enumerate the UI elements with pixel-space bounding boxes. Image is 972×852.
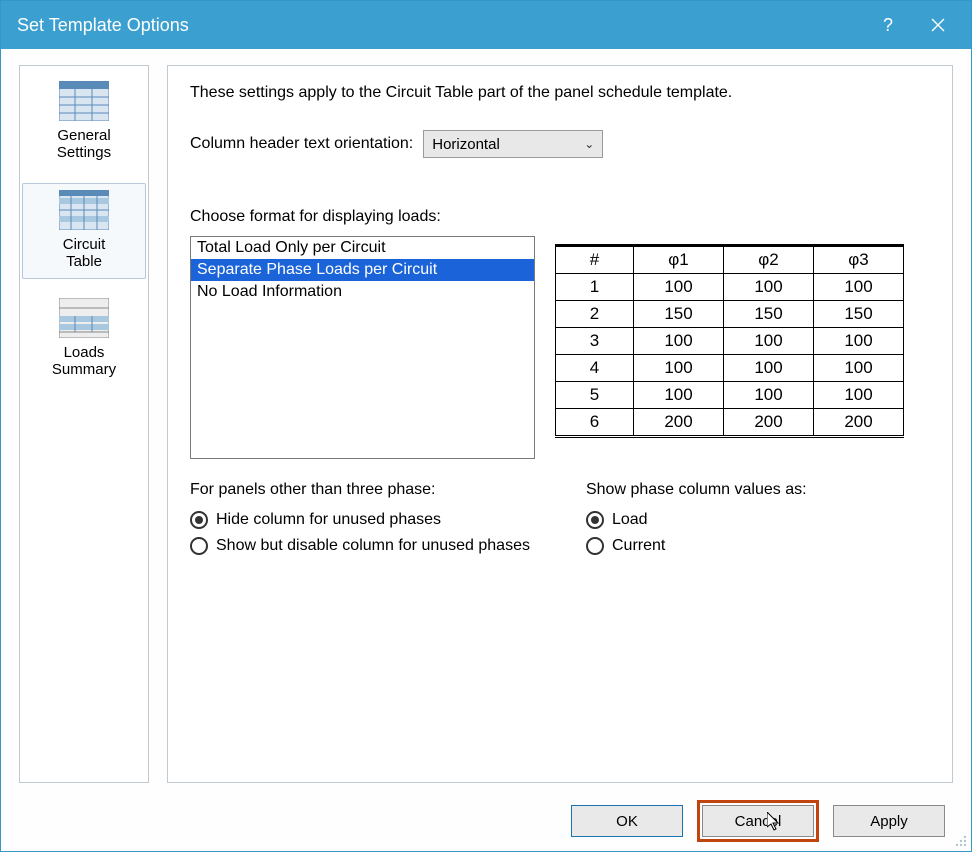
sidebar-item-circuit-table[interactable]: CircuitTable — [22, 183, 146, 280]
format-row: Total Load Only per Circuit Separate Pha… — [190, 236, 930, 459]
table-row: 4 100 100 100 — [556, 355, 904, 382]
format-label: Choose format for displaying loads: — [190, 208, 930, 226]
sidebar-item-label: GeneralSettings — [25, 127, 143, 162]
list-item[interactable]: Separate Phase Loads per Circuit — [191, 259, 534, 281]
table-row: 3 100 100 100 — [556, 328, 904, 355]
table-row: 2 150 150 150 — [556, 301, 904, 328]
radio-show-disable-unused[interactable]: Show but disable column for unused phase… — [190, 537, 530, 555]
orientation-row: Column header text orientation: Horizont… — [190, 130, 930, 158]
cancel-button[interactable]: Cancel — [702, 805, 814, 837]
loads-summary-icon — [59, 298, 109, 338]
table-header-row: # φ1 φ2 φ3 — [556, 246, 904, 274]
chevron-down-icon: ⌄ — [584, 137, 594, 151]
resize-grip-icon[interactable] — [952, 832, 968, 848]
ok-button[interactable]: OK — [571, 805, 683, 837]
value-options-title: Show phase column values as: — [586, 481, 807, 499]
radio-label: Show but disable column for unused phase… — [216, 537, 530, 555]
window-title: Set Template Options — [17, 15, 863, 36]
value-options-group: Show phase column values as: Load Curren… — [586, 481, 807, 555]
radio-groups: For panels other than three phase: Hide … — [190, 481, 930, 555]
general-settings-icon — [59, 81, 109, 121]
radio-icon — [190, 537, 208, 555]
sidebar-item-label: LoadsSummary — [25, 344, 143, 379]
radio-icon — [586, 511, 604, 529]
sidebar-nav: GeneralSettings CircuitTable — [19, 65, 149, 783]
list-item[interactable]: Total Load Only per Circuit — [191, 237, 534, 259]
radio-icon — [586, 537, 604, 555]
col-header: φ1 — [634, 246, 724, 274]
dialog-body: GeneralSettings CircuitTable — [1, 49, 971, 791]
radio-label: Load — [612, 511, 648, 529]
circuit-table-icon — [59, 190, 109, 230]
radio-label: Hide column for unused phases — [216, 511, 441, 529]
format-listbox[interactable]: Total Load Only per Circuit Separate Pha… — [190, 236, 535, 459]
radio-hide-unused[interactable]: Hide column for unused phases — [190, 511, 530, 529]
preview-table: # φ1 φ2 φ3 1 100 100 100 — [555, 244, 904, 438]
table-row: 6 200 200 200 — [556, 409, 904, 437]
help-button[interactable]: ? — [863, 1, 913, 49]
close-button[interactable] — [913, 1, 963, 49]
panel-options-title: For panels other than three phase: — [190, 481, 530, 499]
dialog-window: Set Template Options ? GeneralSettings — [0, 0, 972, 852]
radio-label: Current — [612, 537, 665, 555]
button-bar: OK Cancel Apply — [1, 791, 971, 851]
col-header: φ3 — [814, 246, 904, 274]
table-row: 5 100 100 100 — [556, 382, 904, 409]
orientation-label: Column header text orientation: — [190, 135, 413, 153]
sidebar-item-label: CircuitTable — [25, 236, 143, 271]
radio-load[interactable]: Load — [586, 511, 807, 529]
intro-text: These settings apply to the Circuit Tabl… — [190, 84, 930, 102]
close-icon — [931, 18, 945, 32]
col-header: φ2 — [724, 246, 814, 274]
radio-icon — [190, 511, 208, 529]
cancel-highlight-annotation: Cancel — [697, 800, 819, 842]
apply-button[interactable]: Apply — [833, 805, 945, 837]
sidebar-item-loads-summary[interactable]: LoadsSummary — [22, 291, 146, 388]
titlebar: Set Template Options ? — [1, 1, 971, 49]
orientation-value: Horizontal — [432, 136, 500, 153]
sidebar-item-general-settings[interactable]: GeneralSettings — [22, 74, 146, 171]
main-pane: These settings apply to the Circuit Tabl… — [167, 65, 953, 783]
table-row: 1 100 100 100 — [556, 274, 904, 301]
radio-current[interactable]: Current — [586, 537, 807, 555]
panel-options-group: For panels other than three phase: Hide … — [190, 481, 530, 555]
orientation-dropdown[interactable]: Horizontal ⌄ — [423, 130, 603, 158]
col-header: # — [556, 246, 634, 274]
list-item[interactable]: No Load Information — [191, 281, 534, 303]
